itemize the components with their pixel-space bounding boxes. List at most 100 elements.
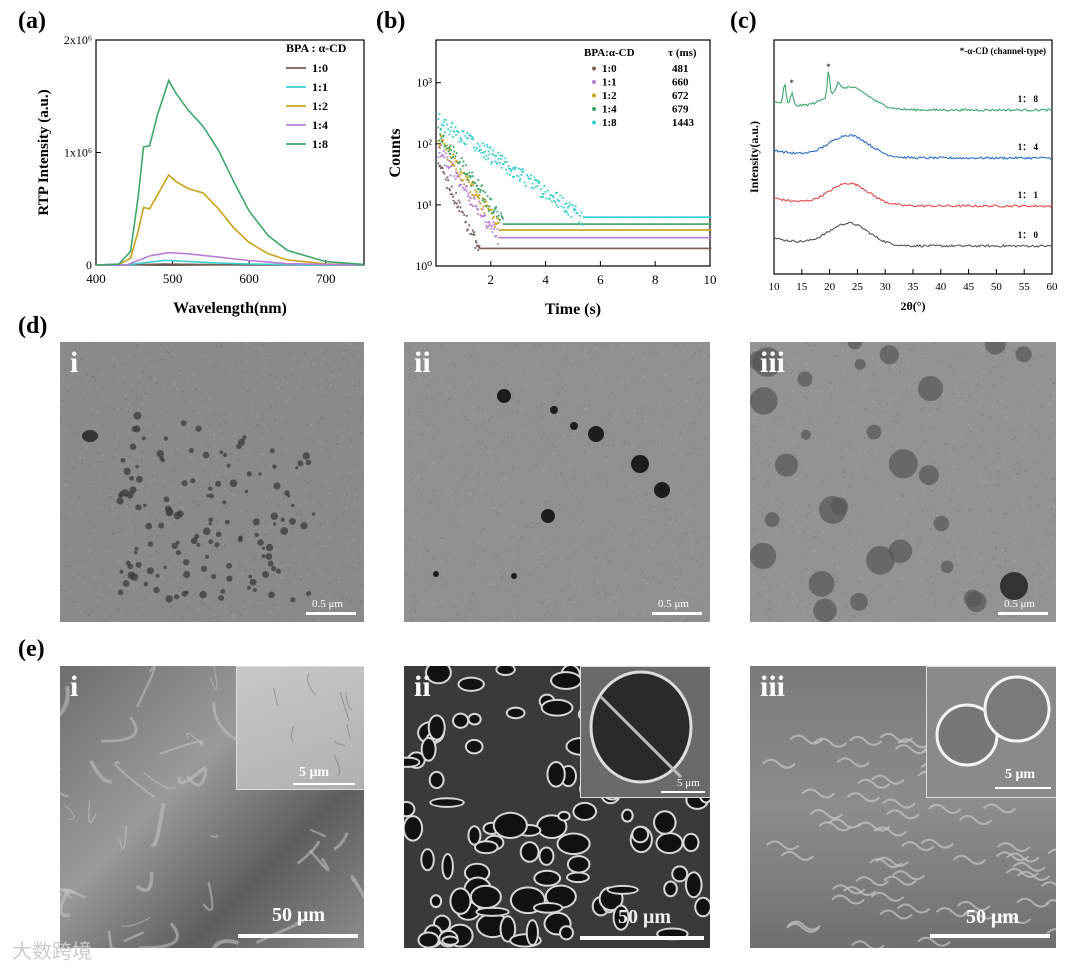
chart-c-xtick-label-0: 10 [769, 281, 781, 293]
chart-b-ytick-label-2: 10² [416, 137, 432, 151]
sem-inset-i: 5 μm [236, 666, 364, 790]
chart-c: 10 15 20 25 30 35 40 45 50 55 60 2θ(°) Intensity(a.u… [747, 39, 1059, 313]
chart-b-legend-tau-3: 679 [672, 104, 689, 116]
chart-b-legend-label-1: 1:1 [602, 77, 617, 89]
tem-scale-text-ii: 0.5 μm [658, 598, 689, 610]
chart-c-xtick-label-1: 15 [796, 281, 808, 293]
panel-label-c: (c) [730, 8, 757, 34]
chart-a-legend-label-2: 1:2 [312, 99, 328, 113]
chart-b-xtick-label-3: 8 [652, 272, 659, 287]
chart-a-series-1-2 [95, 173, 365, 266]
chart-c-xtick-label-6: 40 [935, 281, 947, 293]
chart-a-ylabel: RTP Intensity (a.u.) [36, 89, 52, 215]
chart-a-xtick-label-3: 700 [316, 271, 336, 286]
sem-inset-scale-text-i: 5 μm [299, 765, 330, 780]
chart-c-ylabel: Intensity(a.u.) [747, 121, 761, 193]
chart-a-series-1-1 [96, 259, 365, 266]
watermark: 大数跨境 [12, 939, 92, 963]
chart-c-series-1-4 [773, 134, 1053, 160]
chart-b-legend-label-0: 1:0 [602, 63, 617, 75]
chart-b-legend-tau-0: 481 [672, 63, 689, 75]
chart-c-peak-marker-0: * [790, 78, 795, 88]
chart-a-legend-title: BPA : α-CD [286, 41, 347, 55]
sem-image-ii: 5 μm ii 50 μm [404, 666, 710, 948]
chart-c-legend-text: *-α-CD (channel-type) [960, 46, 1046, 56]
chart-b-legend-label-3: 1:4 [602, 104, 617, 116]
chart-c-xtick-label-8: 50 [991, 281, 1003, 293]
tem-image-ii: ii 0.5 μm [404, 342, 710, 622]
chart-b-legend-marker-2 [592, 93, 596, 98]
panel-label-d: (d) [18, 313, 48, 339]
panel-label-b: (b) [376, 8, 406, 34]
chart-b-ytick-label-3: 10³ [416, 76, 432, 90]
chart-c-series-1-8 [773, 71, 1053, 113]
sem-label-iii: iii [760, 670, 786, 703]
chart-c-xtick-label-3: 25 [852, 281, 864, 293]
tem-image-iii: iii 0.5 μm [750, 342, 1056, 622]
sem-image-iii: 5 μm iii 50 μm [750, 666, 1056, 948]
chart-a: 400 500 600 700 0 1x10⁶ 2x10⁶ Wavelength(nm) RTP… [36, 33, 365, 317]
tem-scale-bar-i [306, 612, 356, 615]
chart-c-xtick-label-9: 55 [1019, 281, 1030, 293]
chart-c-xlabel: 2θ(°) [900, 299, 925, 313]
chart-c-series-1-1 [773, 181, 1053, 208]
chart-a-ytick-label-1: 1x10⁶ [64, 146, 92, 160]
chart-c-xtick-label-4: 30 [880, 281, 892, 293]
tem-scale-bar-iii [998, 612, 1048, 615]
sem-image-i: 5 μm i 50 μm [60, 666, 364, 948]
sem-scale-text-i: 50 μm [272, 904, 325, 926]
chart-b-legend-marker-0 [592, 66, 596, 71]
panel-label-a: (a) [18, 8, 46, 34]
sem-scale-bar-ii [580, 936, 704, 940]
sem-inset-scale-bar-iii [995, 787, 1051, 789]
chart-b-xtick-label-0: 2 [488, 272, 495, 287]
chart-b-series-1-8 [437, 113, 712, 226]
tem-scale-bar-ii [652, 612, 702, 615]
chart-a-legend-label-3: 1:4 [312, 118, 328, 132]
chart-b-legend-tau-2: 672 [672, 90, 689, 102]
chart-b-series-1-4 [437, 126, 712, 225]
chart-b-xtick-label-4: 10 [704, 272, 717, 287]
chart-b-series-1-0 [437, 162, 712, 251]
chart-c-xtick-label-7: 45 [963, 281, 975, 293]
tem-label-i: i [70, 346, 79, 379]
sem-inset-ii: 5 μm [580, 666, 710, 798]
tem-label-iii: iii [760, 346, 786, 379]
tem-scale-text-i: 0.5 μm [312, 598, 343, 610]
chart-c-xtick-label-5: 35 [908, 281, 920, 293]
chart-b-legend-label-4: 1:8 [602, 117, 617, 129]
sem-scale-text-iii: 50 μm [966, 906, 1019, 928]
chart-b-ylabel: Counts [387, 129, 404, 178]
sem-label-i: i [70, 670, 79, 703]
sem-inset-scale-bar-ii [661, 791, 705, 793]
tem-label-ii: ii [414, 346, 431, 379]
chart-a-xtick-label-2: 600 [239, 271, 259, 286]
tem-scale-text-iii: 0.5 μm [1004, 598, 1035, 610]
sem-scale-bar-iii [930, 934, 1050, 938]
chart-b-xtick-label-2: 6 [597, 272, 604, 287]
chart-b-xtick-label-1: 4 [542, 272, 549, 287]
chart-a-series-1-4 [96, 251, 365, 266]
chart-a-xtick-label-0: 400 [86, 271, 106, 286]
sem-inset-scale-text-ii: 5 μm [677, 777, 700, 789]
chart-b-frame [435, 39, 711, 267]
chart-a-legend-label-0: 1:0 [312, 61, 328, 75]
chart-c-xtick-label-10: 60 [1047, 281, 1059, 293]
chart-c-series-label-0: 1： 0 [1018, 230, 1039, 240]
chart-b-legend-tau-1: 660 [672, 77, 689, 89]
chart-a-legend-label-4: 1:8 [312, 137, 328, 151]
chart-a-series-1-8 [95, 78, 365, 266]
chart-b-legend-marker-1 [592, 80, 596, 84]
chart-c-series-label-1: 1： 1 [1018, 190, 1039, 200]
chart-a-legend-label-1: 1:1 [312, 80, 328, 94]
sem-label-ii: ii [414, 670, 431, 703]
chart-b-ytick-label-1: 10¹ [416, 198, 432, 212]
chart-b-legend-marker-4 [592, 120, 596, 125]
chart-c-peak-marker-1: * [826, 62, 831, 72]
chart-b-legend-header-0: BPA:α-CD [584, 47, 635, 59]
panel-label-e: (e) [18, 636, 45, 662]
chart-c-series-label-2: 1： 4 [1018, 142, 1039, 152]
chart-b-legend-marker-3 [592, 107, 596, 111]
sem-inset-scale-bar-i [293, 783, 355, 785]
chart-a-xtick-label-1: 500 [163, 271, 183, 286]
